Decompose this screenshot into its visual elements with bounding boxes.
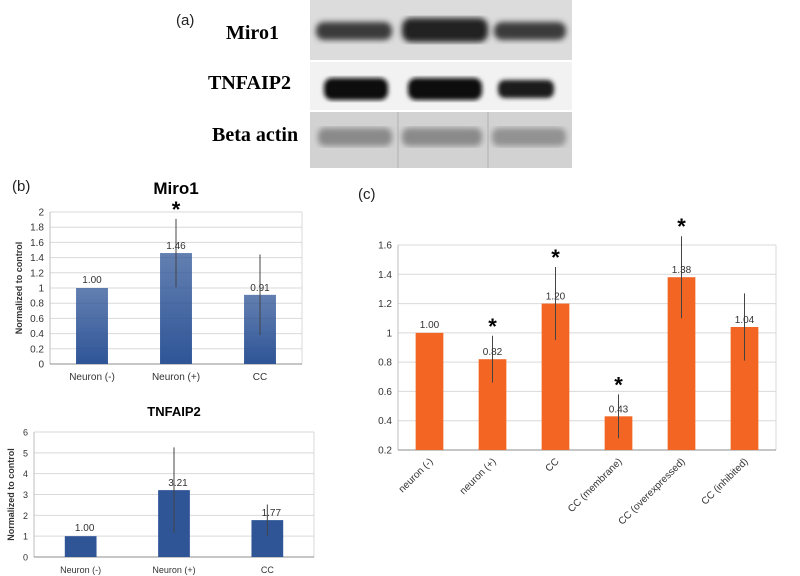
y-tick-label: 1 [38, 284, 44, 295]
y-tick-label: 0.2 [378, 446, 392, 457]
data-label: 1.46 [166, 241, 186, 252]
data-label: 0.82 [483, 347, 503, 358]
y-axis-label: Normalized to control [14, 242, 24, 335]
y-tick-label: 1.6 [30, 238, 44, 249]
bar [64, 536, 97, 557]
y-tick-label: 1.8 [30, 223, 44, 234]
significance-marker: * [677, 214, 686, 239]
x-tick-label: CC (overexpressed) [617, 456, 688, 527]
blot-label-beta-actin: Beta actin [212, 124, 299, 146]
y-tick-label: 4 [23, 469, 28, 479]
miro1-bar-chart: Miro1 Normalized to control 0 0.2 0.4 0.6 0.8 1… [14, 179, 303, 383]
y-tick-label: 6 [23, 428, 28, 438]
data-label: 1.00 [420, 320, 440, 331]
data-label: 0.91 [250, 283, 270, 294]
data-label: 1.00 [82, 275, 102, 286]
blot-label-miro1: Miro1 [226, 22, 279, 44]
y-tick-label: 5 [23, 448, 28, 458]
y-tick-label: 1.2 [378, 299, 392, 310]
significance-marker: * [488, 314, 497, 339]
x-tick-label: CC [544, 456, 562, 474]
x-tick-label: CC [261, 565, 274, 575]
y-tick-label: 0.2 [30, 344, 44, 355]
bar [415, 332, 444, 450]
blot-band-miro1-2 [402, 18, 488, 42]
x-tick-label: Neuron (-) [60, 565, 101, 575]
blot-band-miro1-1 [316, 22, 392, 40]
x-tick-label: CC (membrane) [566, 456, 624, 514]
x-tick-label: CC (inhibited) [700, 456, 751, 507]
significance-marker: * [172, 197, 181, 222]
significance-marker: * [614, 372, 623, 397]
panel-c-bar-chart: 0.2 0.4 0.6 0.8 1 1.2 1.4 1.6 1.00 neuron (-) 0.82… [378, 214, 777, 527]
significance-marker: * [551, 245, 560, 270]
blot-band-tnfaip2-1 [324, 78, 388, 100]
x-tick-label: Neuron (-) [69, 372, 115, 383]
y-tick-label: 1.2 [30, 268, 44, 279]
y-tick-label: 3 [23, 490, 28, 500]
blot-band-beta-actin-1 [318, 128, 392, 146]
y-tick-label: 0 [23, 553, 28, 563]
blot-band-tnfaip2-2 [408, 78, 482, 100]
x-tick-label: Neuron (+) [152, 372, 200, 383]
y-tick-label: 0.4 [378, 416, 392, 427]
y-tick-label: 2 [23, 511, 28, 521]
data-label: 1.38 [672, 265, 692, 276]
y-tick-label: 2 [38, 208, 44, 219]
chart-title: Miro1 [153, 179, 198, 198]
panel-label-a: (a) [176, 12, 195, 29]
y-tick-label: 1 [386, 328, 392, 339]
data-label: 0.43 [609, 404, 629, 415]
blot-band-miro1-3 [494, 22, 566, 40]
y-tick-label: 0.8 [30, 299, 44, 310]
y-tick-label: 1 [23, 532, 28, 542]
x-tick-label: CC [253, 372, 267, 383]
data-label: 1.20 [546, 292, 566, 303]
data-label: 3.21 [168, 478, 188, 489]
y-tick-label: 0.6 [378, 387, 392, 398]
y-axis-label: Normalized to control [6, 448, 16, 541]
y-tick-label: 0.4 [30, 329, 44, 340]
bar [76, 288, 108, 364]
y-tick-label: 1.4 [30, 253, 44, 264]
x-tick-label: neuron (-) [397, 456, 436, 495]
y-tick-label: 0.6 [30, 314, 44, 325]
y-tick-label: 0 [38, 360, 44, 371]
y-tick-label: 1.4 [378, 270, 392, 281]
x-tick-label: neuron (+) [458, 456, 499, 497]
panel-label-c: (c) [358, 186, 376, 203]
blot-band-beta-actin-3 [492, 128, 566, 146]
chart-title: TNFAIP2 [147, 404, 200, 419]
data-label: 1.04 [735, 315, 755, 326]
data-label: 1.77 [262, 508, 282, 519]
y-tick-label: 0.8 [378, 358, 392, 369]
blot-band-beta-actin-2 [402, 128, 482, 146]
western-blot-image [310, 0, 572, 168]
blot-band-tnfaip2-3 [498, 80, 554, 98]
y-tick-label: 1.6 [378, 241, 392, 252]
x-tick-label: Neuron (+) [152, 565, 195, 575]
data-label: 1.00 [75, 523, 95, 534]
panel-label-b: (b) [12, 178, 31, 195]
blot-label-tnfaip2: TNFAIP2 [208, 72, 291, 94]
tnfaip2-bar-chart: TNFAIP2 Normalized to control 0 1 2 3 4 5 6 1.00 N… [6, 404, 315, 575]
